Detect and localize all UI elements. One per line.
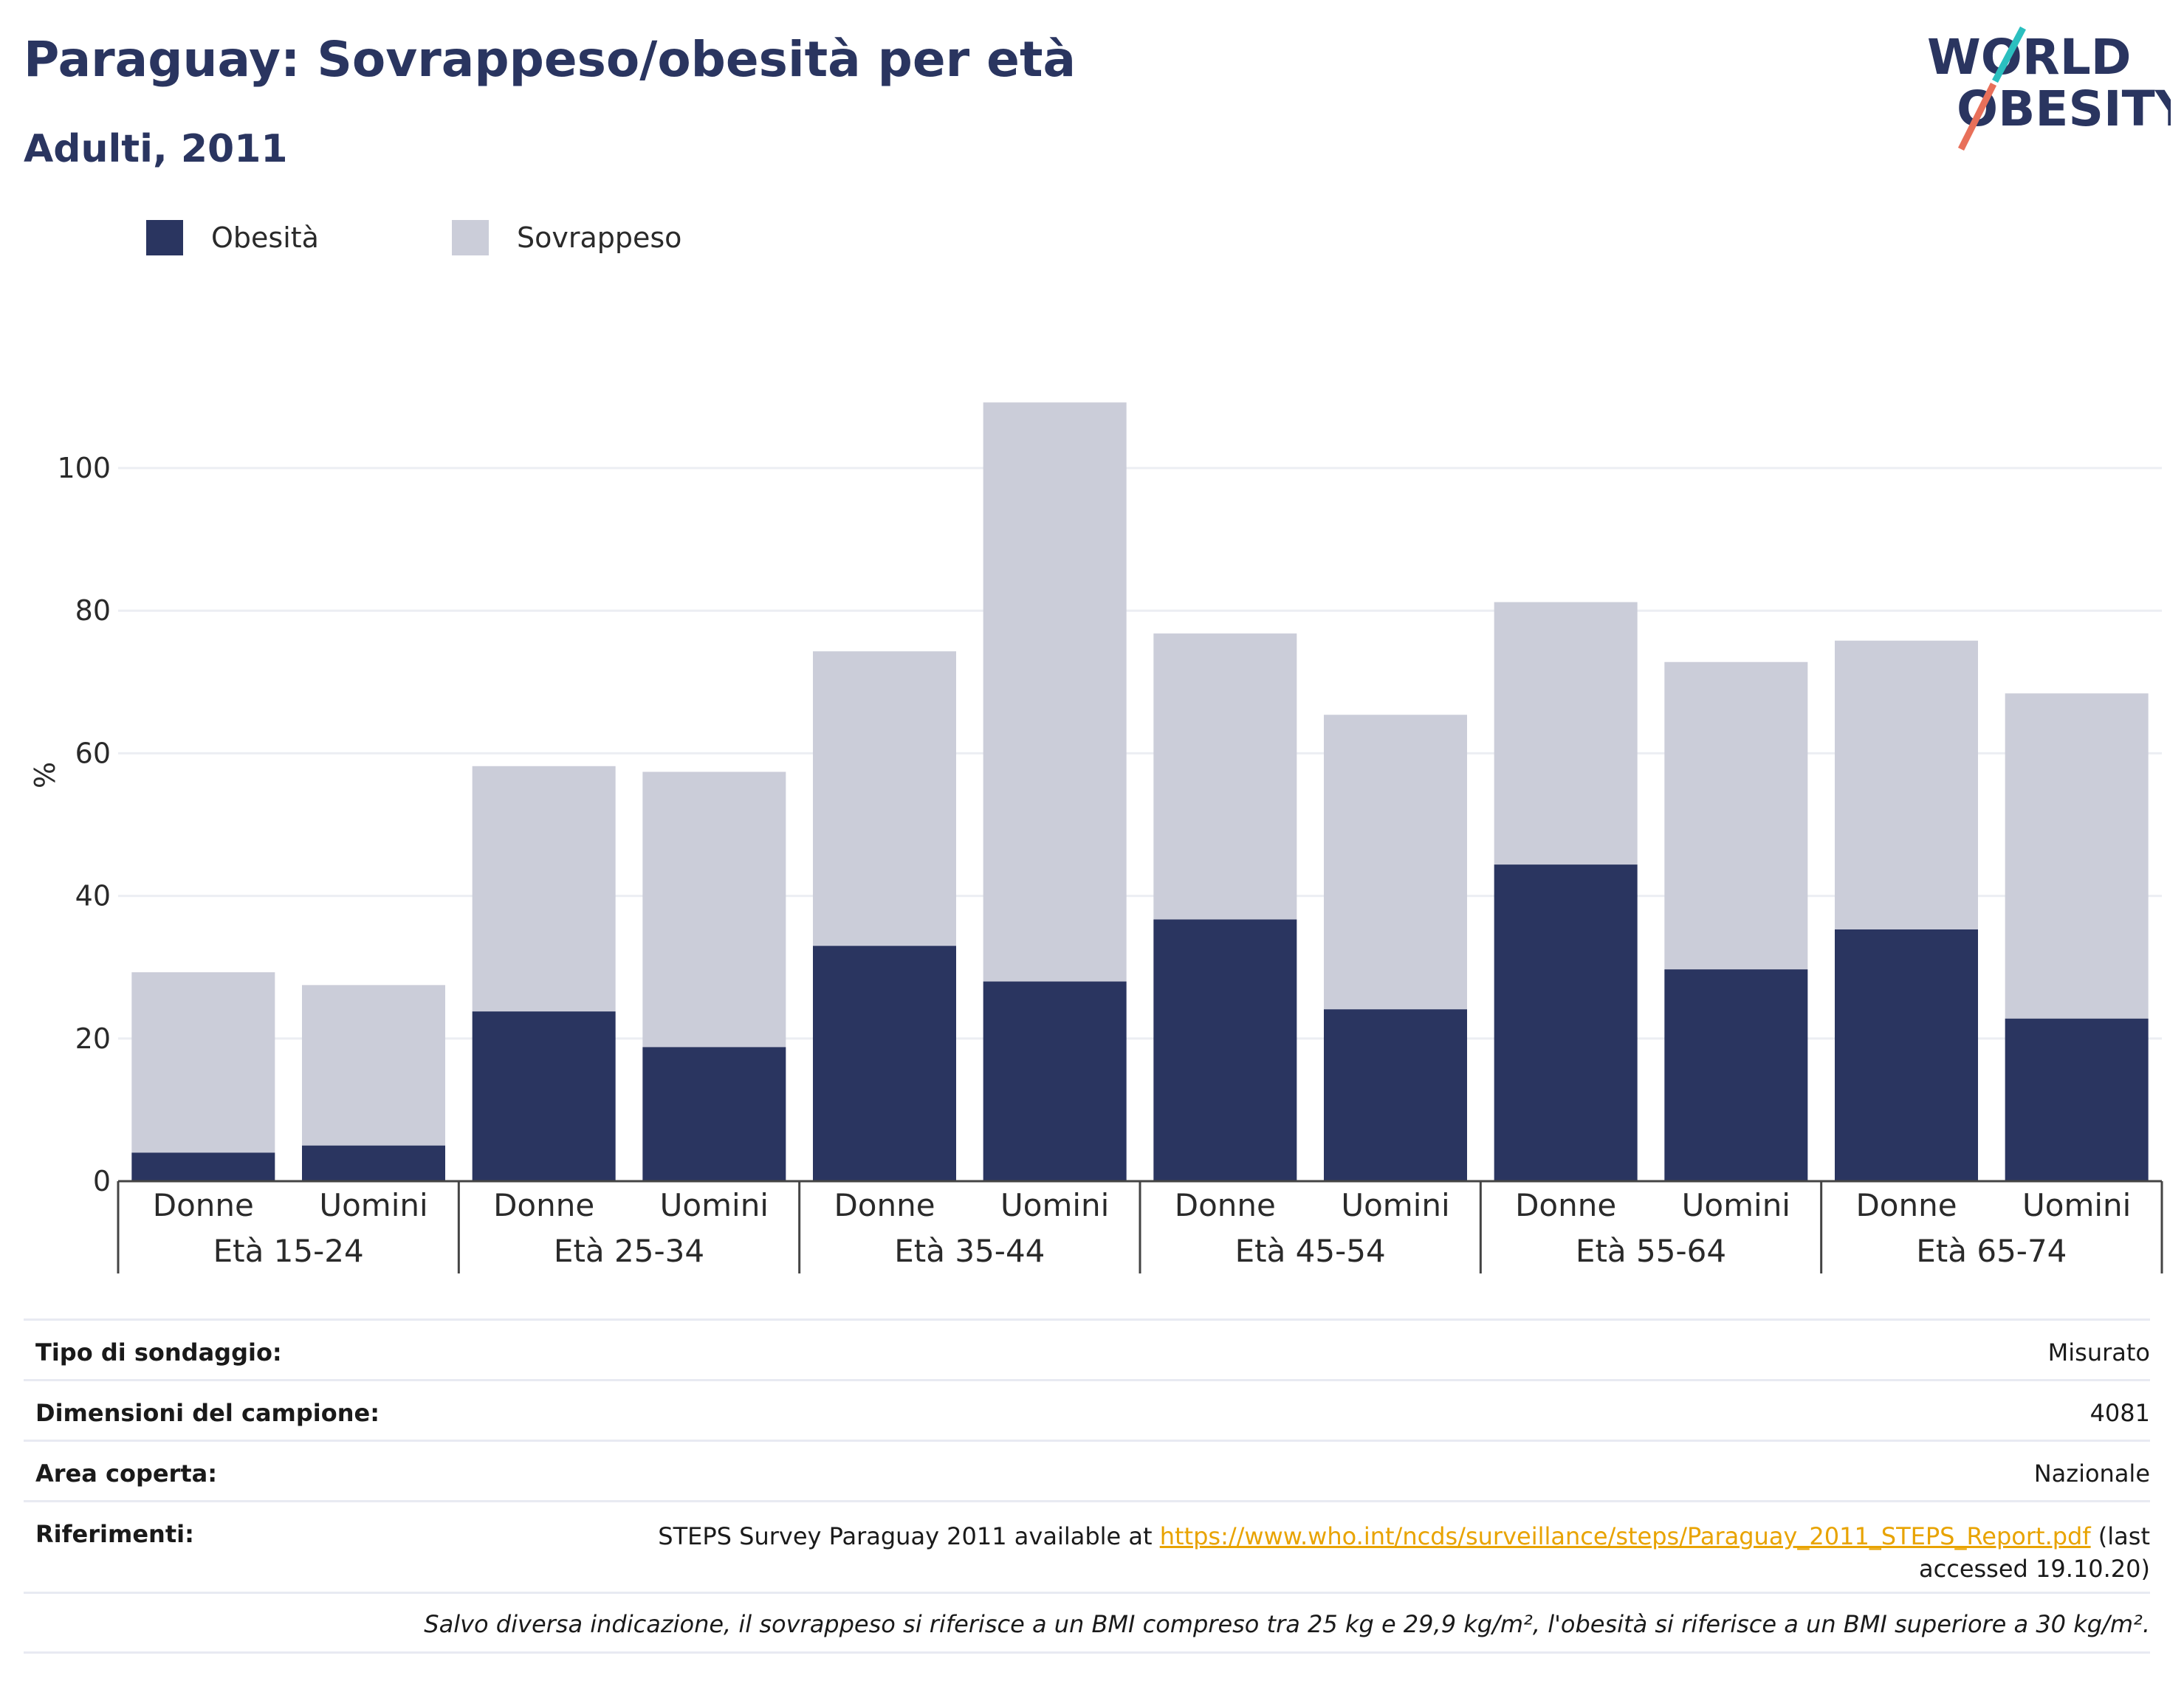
y-tick-label: 80: [75, 594, 111, 627]
bar-sovrappeso[interactable]: [2005, 693, 2149, 1019]
references-value: STEPS Survey Paraguay 2011 available at …: [658, 1520, 2150, 1585]
references-suffix: (last: [2090, 1522, 2150, 1550]
info-label: Dimensioni del campione:: [35, 1399, 380, 1427]
info-label: Tipo di sondaggio:: [35, 1338, 282, 1366]
x-axis: Donne Uomini Donne Uomini Donne Uomini Donne Uo…: [117, 1180, 2163, 1273]
bar-obesita[interactable]: [813, 946, 956, 1181]
bar-sovrappeso[interactable]: [1494, 602, 1638, 865]
x-tick-label: Uomini: [1682, 1187, 1790, 1223]
logo-teal-slash: [1992, 26, 2026, 83]
x-tick-label: Donne: [1855, 1187, 1957, 1223]
y-tick-label: 60: [75, 737, 111, 769]
bar-obesita[interactable]: [1835, 929, 1978, 1181]
y-axis-title: %: [29, 762, 61, 788]
x-tick-label: Donne: [1515, 1187, 1616, 1223]
info-label: Area coperta:: [35, 1460, 218, 1488]
x-tick-label: Uomini: [1000, 1187, 1109, 1223]
bar-obesita[interactable]: [131, 1152, 275, 1181]
bar-obesita[interactable]: [1153, 919, 1297, 1181]
info-value: 4081: [2089, 1399, 2150, 1427]
x-group-label: Età 15-24: [213, 1233, 364, 1269]
logo-line1: WORLD: [1927, 29, 2132, 86]
bar-obesita[interactable]: [642, 1047, 786, 1181]
chart-grid: [118, 467, 2162, 1040]
info-value: Nazionale: [2033, 1460, 2150, 1488]
info-table: Tipo di sondaggio: Misurato Dimensioni d…: [24, 1318, 2150, 1654]
references-prefix: STEPS Survey Paraguay 2011 available at: [658, 1522, 1160, 1550]
bar-sovrappeso[interactable]: [1324, 715, 1467, 1010]
page-subtitle: Adulti, 2011: [24, 127, 288, 171]
bar-sovrappeso[interactable]: [472, 766, 616, 1012]
chart-bars: [131, 402, 2149, 1181]
x-group-label: Età 45-54: [1235, 1233, 1386, 1269]
bar-sovrappeso[interactable]: [131, 972, 275, 1153]
info-label: Riferimenti:: [35, 1520, 194, 1548]
logo-coral-slash: [1957, 82, 1997, 151]
bar-obesita[interactable]: [1664, 969, 1808, 1181]
x-tick-label: Uomini: [2022, 1187, 2131, 1223]
legend-item-sovrappeso[interactable]: Sovrappeso: [452, 220, 681, 255]
references-accessed: accessed 19.10.20): [1919, 1555, 2150, 1583]
bar-obesita[interactable]: [983, 981, 1127, 1181]
legend-swatch-obesita: [146, 220, 183, 255]
x-tick-label: Uomini: [1341, 1187, 1449, 1223]
legend-label-sovrappeso: Sovrappeso: [517, 221, 682, 254]
legend-item-obesita[interactable]: Obesità: [146, 220, 319, 255]
y-axis: 0 20 40 60 80 100: [57, 452, 111, 1197]
bar-obesita[interactable]: [2005, 1018, 2149, 1181]
bar-sovrappeso[interactable]: [642, 771, 786, 1048]
x-group-label: Età 65-74: [1916, 1233, 2067, 1269]
page-title: Paraguay: Sovrappeso/obesità per età: [24, 31, 1076, 88]
x-group-label: Età 25-34: [554, 1233, 704, 1269]
bar-sovrappeso[interactable]: [1835, 640, 1978, 930]
bar-obesita[interactable]: [1494, 864, 1638, 1181]
info-value: Misurato: [2047, 1338, 2150, 1366]
references-link[interactable]: https://www.who.int/ncds/surveillance/st…: [1159, 1522, 2091, 1550]
x-tick-label: Uomini: [660, 1187, 769, 1223]
info-row-survey-type: Tipo di sondaggio: Misurato: [24, 1318, 2150, 1379]
y-tick-label: 20: [75, 1022, 111, 1055]
info-row-sample-size: Dimensioni del campione: 4081: [24, 1379, 2150, 1440]
y-tick-label: 40: [75, 880, 111, 912]
info-row-references: Riferimenti: STEPS Survey Paraguay 2011 …: [24, 1500, 2150, 1592]
x-tick-label: Donne: [493, 1187, 594, 1223]
legend-label-obesita: Obesità: [211, 221, 319, 254]
world-obesity-logo: WORLD OBESITY: [1927, 26, 2171, 151]
x-tick-label: Donne: [834, 1187, 935, 1223]
x-tick-label: Donne: [1175, 1187, 1276, 1223]
y-tick-label: 0: [93, 1165, 111, 1197]
bar-sovrappeso[interactable]: [983, 402, 1127, 982]
x-group-label: Età 35-44: [894, 1233, 1045, 1269]
bar-obesita[interactable]: [472, 1011, 616, 1181]
bar-sovrappeso[interactable]: [302, 985, 445, 1146]
bar-sovrappeso[interactable]: [1664, 661, 1808, 970]
bar-obesita[interactable]: [1324, 1009, 1467, 1181]
y-tick-label: 100: [57, 452, 111, 484]
info-row-area: Area coperta: Nazionale: [24, 1440, 2150, 1500]
bar-sovrappeso[interactable]: [1153, 633, 1297, 920]
x-tick-label: Donne: [153, 1187, 254, 1223]
bar-obesita[interactable]: [302, 1145, 445, 1181]
bar-sovrappeso[interactable]: [813, 651, 956, 946]
legend-swatch-sovrappeso: [452, 220, 489, 255]
x-tick-label: Uomini: [319, 1187, 427, 1223]
x-group-label: Età 55-64: [1576, 1233, 1726, 1269]
bmi-note: Salvo diversa indicazione, il sovrappeso…: [24, 1592, 2150, 1654]
